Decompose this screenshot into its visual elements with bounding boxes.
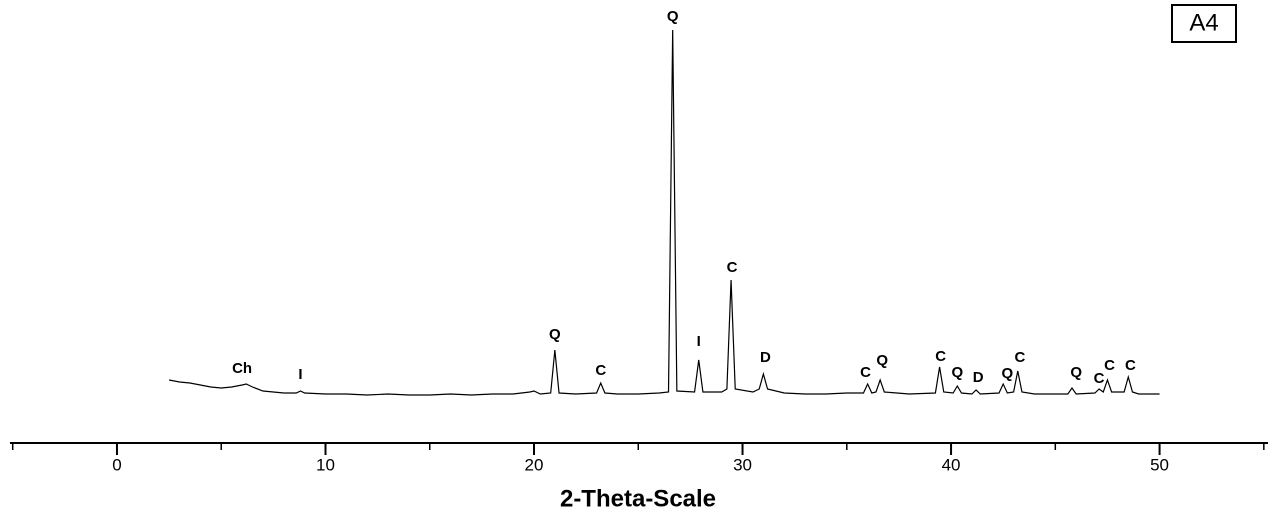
peak-label: C	[1125, 357, 1136, 374]
peak-label: C	[595, 362, 606, 379]
peak-label: C	[1094, 370, 1105, 387]
peak-label: Q	[549, 326, 561, 343]
panel-label: A4	[1189, 9, 1218, 36]
peak-label: C	[727, 259, 738, 276]
peak-label: Q	[876, 352, 888, 369]
peak-label: C	[935, 348, 946, 365]
peak-label: D	[973, 369, 984, 386]
peak-label: Q	[951, 364, 963, 381]
peak-label: Ch	[232, 360, 252, 377]
peak-label: C	[1014, 349, 1025, 366]
x-tick-label: 20	[525, 455, 544, 474]
peak-label: Q	[1002, 365, 1014, 382]
x-tick-label: 30	[733, 455, 752, 474]
peak-label: Q	[667, 8, 679, 25]
x-tick-label: 50	[1150, 455, 1169, 474]
panel-label-box	[1171, 4, 1237, 43]
x-tick-label: 40	[942, 455, 961, 474]
peak-label: I	[298, 366, 302, 383]
peak-label: D	[760, 349, 771, 366]
peak-label: I	[697, 333, 701, 350]
xrd-pattern	[168, 29, 1160, 396]
x-axis-title: 2-Theta-Scale	[560, 485, 716, 512]
peak-label: C	[1104, 357, 1115, 374]
peak-label: Q	[1070, 364, 1082, 381]
x-tick-label: 0	[112, 455, 121, 474]
peak-label: C	[860, 364, 871, 381]
x-tick-label: 10	[316, 455, 335, 474]
